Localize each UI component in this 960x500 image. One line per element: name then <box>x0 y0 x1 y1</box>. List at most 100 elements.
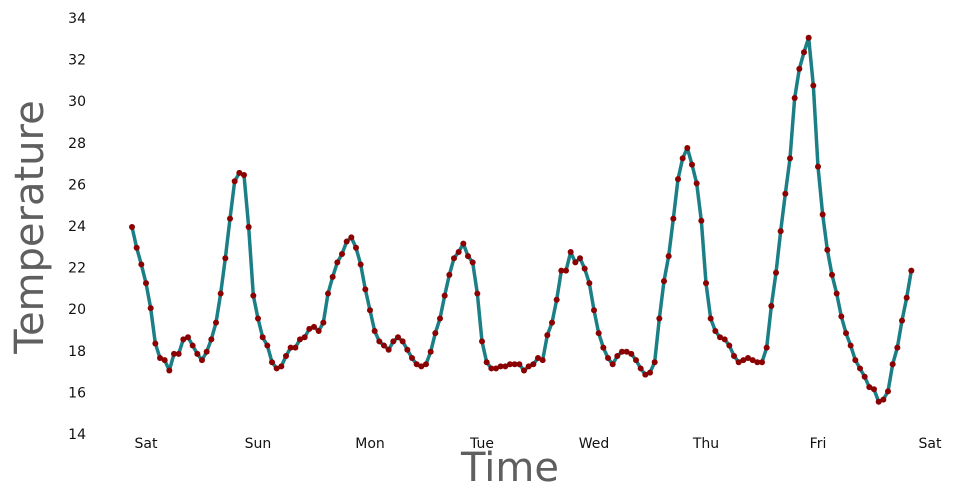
marker <box>833 290 840 297</box>
marker <box>404 346 411 353</box>
marker <box>259 334 266 341</box>
y-tick-label: 32 <box>68 53 86 69</box>
marker <box>483 359 490 366</box>
marker <box>521 367 527 374</box>
marker <box>670 215 677 222</box>
marker <box>362 286 369 293</box>
marker <box>413 361 420 368</box>
marker <box>801 49 807 56</box>
marker <box>665 253 672 260</box>
marker <box>502 363 509 370</box>
marker <box>497 363 504 370</box>
marker <box>810 82 817 89</box>
x-tick-label: Mon <box>355 436 385 452</box>
marker <box>315 328 322 334</box>
marker <box>899 317 905 324</box>
marker <box>740 357 747 364</box>
marker <box>553 296 560 303</box>
marker <box>549 319 555 326</box>
marker <box>591 307 597 314</box>
marker <box>460 240 467 247</box>
marker <box>763 344 770 351</box>
marker <box>306 325 313 332</box>
marker <box>768 303 775 310</box>
marker <box>175 350 182 357</box>
marker <box>689 161 695 168</box>
y-tick-label: 26 <box>68 177 86 193</box>
marker <box>465 253 471 260</box>
marker <box>311 323 317 330</box>
marker <box>455 248 462 255</box>
marker <box>376 338 383 345</box>
marker <box>656 315 663 322</box>
marker <box>301 334 308 341</box>
marker <box>241 172 247 178</box>
marker <box>334 259 341 266</box>
marker <box>903 294 910 301</box>
marker <box>203 348 210 355</box>
marker <box>525 363 532 370</box>
marker <box>129 224 135 230</box>
marker <box>838 313 845 320</box>
marker <box>796 65 803 72</box>
marker <box>171 350 177 357</box>
marker <box>161 357 168 364</box>
marker <box>721 336 728 343</box>
marker <box>577 255 583 262</box>
marker <box>385 346 392 353</box>
marker <box>427 348 434 355</box>
marker <box>805 34 812 41</box>
marker <box>329 273 336 280</box>
y-axis-title: Temperature <box>7 100 53 354</box>
marker <box>558 267 565 274</box>
marker <box>157 355 163 362</box>
marker <box>320 319 327 326</box>
marker <box>894 344 901 351</box>
marker <box>357 261 364 268</box>
y-tick-label: 18 <box>68 344 86 360</box>
marker <box>880 396 887 403</box>
marker <box>675 176 681 183</box>
marker <box>423 361 429 368</box>
x-tick-label: Wed <box>579 436 610 452</box>
marker <box>189 342 196 349</box>
x-tick-label: Sat <box>919 436 942 452</box>
marker <box>245 224 252 230</box>
marker <box>717 334 723 341</box>
marker <box>647 369 653 376</box>
marker <box>703 280 709 287</box>
marker <box>651 359 658 366</box>
marker <box>749 357 756 364</box>
marker <box>133 244 140 251</box>
marker <box>292 344 299 351</box>
marker <box>264 342 271 349</box>
y-tick-label: 16 <box>68 385 86 401</box>
marker <box>567 248 574 255</box>
marker <box>544 332 551 339</box>
x-tick-label: Sat <box>135 436 158 452</box>
marker <box>875 398 882 405</box>
marker <box>600 344 607 351</box>
marker <box>185 334 191 341</box>
marker <box>166 367 173 374</box>
marker <box>791 95 798 102</box>
marker <box>609 361 616 368</box>
marker <box>861 373 868 380</box>
marker <box>213 319 219 326</box>
marker <box>441 292 448 299</box>
marker <box>194 350 201 357</box>
marker <box>231 178 238 185</box>
marker <box>852 357 859 364</box>
marker <box>432 330 439 337</box>
marker <box>745 355 751 362</box>
marker <box>679 155 686 162</box>
marker <box>180 336 187 343</box>
marker <box>754 359 761 366</box>
marker <box>138 261 145 268</box>
marker <box>451 255 457 262</box>
marker <box>889 361 896 368</box>
marker <box>474 290 481 297</box>
marker <box>507 361 513 368</box>
marker <box>731 352 737 359</box>
